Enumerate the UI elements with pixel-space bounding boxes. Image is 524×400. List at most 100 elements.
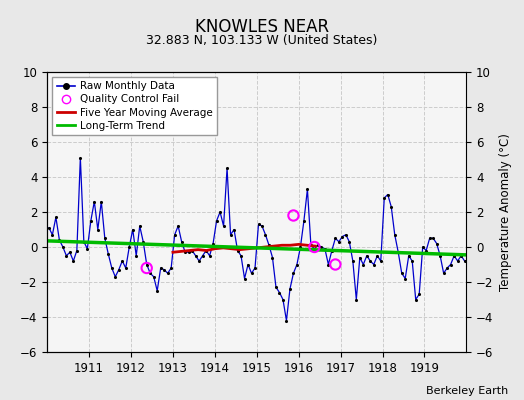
Point — [377, 258, 385, 264]
Point — [356, 254, 364, 261]
Point — [62, 252, 71, 259]
Point — [457, 252, 465, 259]
Point — [251, 265, 259, 271]
Point — [359, 261, 367, 268]
Point — [286, 286, 294, 292]
Point — [115, 266, 123, 273]
Point — [446, 261, 455, 268]
Point — [149, 274, 158, 280]
Point — [335, 238, 343, 245]
Point — [258, 223, 266, 229]
Point — [279, 296, 287, 303]
Point — [223, 165, 231, 172]
Point — [45, 224, 53, 231]
Point — [244, 261, 252, 268]
Point — [216, 209, 224, 215]
Point — [230, 226, 238, 233]
Point — [69, 258, 78, 264]
Point — [153, 288, 161, 294]
Point — [440, 270, 448, 276]
Point — [398, 270, 406, 276]
Point — [408, 258, 417, 264]
Point — [310, 246, 319, 252]
Text: 32.883 N, 103.133 W (United States): 32.883 N, 103.133 W (United States) — [146, 34, 378, 47]
Point — [143, 265, 151, 271]
Point — [289, 212, 298, 219]
Point — [432, 240, 441, 247]
Point — [202, 247, 210, 254]
Point — [237, 252, 245, 259]
Point — [401, 275, 409, 282]
Point — [170, 232, 179, 238]
Point — [73, 247, 81, 254]
Point — [282, 317, 291, 324]
Point — [174, 223, 182, 229]
Point — [178, 238, 186, 245]
Point — [338, 233, 346, 240]
Point — [205, 252, 214, 259]
Point — [199, 252, 207, 259]
Point — [265, 242, 273, 248]
Point — [241, 275, 249, 282]
Point — [384, 191, 392, 198]
Point — [390, 232, 399, 238]
Point — [387, 204, 396, 210]
Point — [411, 296, 420, 303]
Point — [59, 244, 67, 250]
Point — [261, 232, 270, 238]
Point — [136, 223, 144, 229]
Point — [254, 221, 263, 228]
Point — [348, 258, 357, 264]
Point — [373, 252, 381, 259]
Point — [167, 265, 176, 271]
Point — [394, 249, 402, 256]
Point — [90, 198, 99, 205]
Point — [268, 254, 277, 261]
Y-axis label: Temperature Anomaly (°C): Temperature Anomaly (°C) — [499, 133, 512, 291]
Point — [76, 154, 84, 161]
Point — [247, 270, 256, 276]
Point — [188, 247, 196, 254]
Point — [184, 249, 193, 256]
Point — [293, 261, 301, 268]
Point — [181, 249, 189, 256]
Point — [331, 261, 340, 268]
Point — [419, 244, 427, 250]
Point — [405, 252, 413, 259]
Point — [220, 223, 228, 229]
Point — [321, 246, 329, 252]
Text: Berkeley Earth: Berkeley Earth — [426, 386, 508, 396]
Point — [163, 270, 172, 276]
Text: KNOWLES NEAR: KNOWLES NEAR — [195, 18, 329, 36]
Point — [48, 232, 57, 238]
Legend: Raw Monthly Data, Quality Control Fail, Five Year Moving Average, Long-Term Tren: Raw Monthly Data, Quality Control Fail, … — [52, 77, 217, 135]
Point — [307, 242, 315, 248]
Point — [125, 244, 134, 250]
Point — [296, 244, 304, 250]
Point — [143, 261, 151, 268]
Point — [209, 240, 217, 247]
Point — [157, 265, 165, 271]
Point — [328, 247, 336, 254]
Point — [275, 289, 283, 296]
Point — [380, 195, 388, 201]
Point — [132, 252, 140, 259]
Point — [314, 242, 322, 248]
Point — [272, 284, 280, 290]
Point — [366, 258, 375, 264]
Point — [86, 218, 95, 224]
Point — [52, 214, 60, 220]
Point — [450, 252, 458, 259]
Point — [331, 235, 340, 242]
Point — [352, 296, 361, 303]
Point — [289, 270, 298, 276]
Point — [303, 186, 312, 192]
Point — [461, 258, 469, 264]
Point — [104, 251, 113, 257]
Point — [97, 198, 105, 205]
Point — [122, 265, 130, 271]
Point — [80, 238, 88, 245]
Point — [342, 232, 350, 238]
Point — [94, 226, 102, 233]
Point — [212, 218, 221, 224]
